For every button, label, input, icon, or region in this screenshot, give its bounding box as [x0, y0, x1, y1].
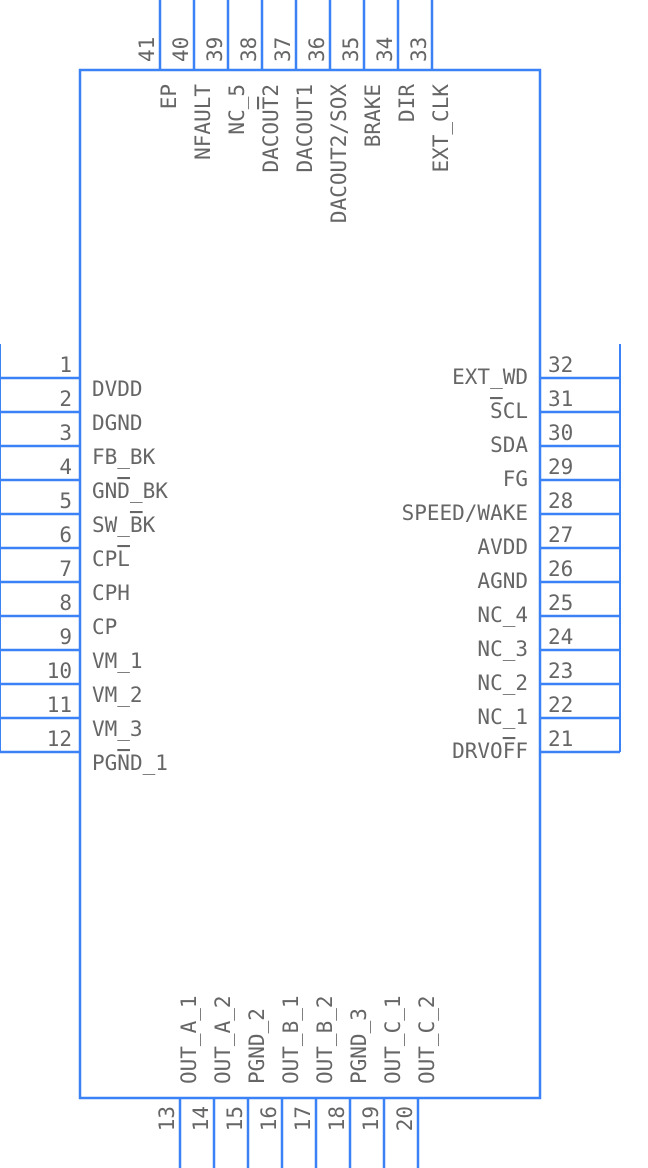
pin-number: 19 — [359, 1106, 383, 1131]
pin-number: 11 — [47, 693, 72, 717]
pin-label: SW_BK — [92, 513, 156, 537]
pin-number: 9 — [59, 625, 72, 649]
pin-number: 35 — [339, 37, 363, 62]
pin-label: EP — [157, 84, 181, 109]
pin-number: 16 — [257, 1106, 281, 1131]
pin-label: EXT_WD — [452, 365, 528, 389]
pin-label: VM_1 — [92, 649, 143, 673]
pin-number: 25 — [548, 591, 573, 615]
pin-number: 27 — [548, 523, 573, 547]
pin-number: 8 — [59, 591, 72, 615]
pin-label: NC_5 — [225, 84, 249, 135]
pin-label: NFAULT — [191, 84, 215, 160]
pin-number: 24 — [548, 625, 573, 649]
pin-label: DACOUT2 — [259, 84, 283, 173]
pin-label: GND_BK — [92, 479, 168, 503]
pin-number: 23 — [548, 659, 573, 683]
pin-label: PGND_2 — [245, 1008, 269, 1084]
pin-number: 30 — [548, 421, 573, 445]
pin-label: PGND_1 — [92, 751, 168, 775]
pin-label: NC_1 — [477, 705, 528, 729]
pin-number: 41 — [135, 37, 159, 62]
pin-label: DIR — [395, 84, 419, 122]
pin-number: 17 — [291, 1106, 315, 1131]
pin-label: OUT_B_2 — [313, 995, 337, 1084]
pin-label: OUT_C_1 — [381, 995, 405, 1084]
pin-number: 18 — [325, 1106, 349, 1131]
pin-label: AVDD — [477, 535, 528, 559]
pin-label: SCL — [490, 399, 528, 423]
pin-number: 22 — [548, 693, 573, 717]
pin-number: 4 — [59, 455, 72, 479]
pin-number: 29 — [548, 455, 573, 479]
pin-number: 33 — [407, 37, 431, 62]
pin-label: NC_4 — [477, 603, 528, 627]
pin-label: BRAKE — [361, 84, 385, 147]
pin-number: 20 — [393, 1106, 417, 1131]
pin-number: 37 — [271, 37, 295, 62]
pin-number: 34 — [373, 37, 397, 62]
pin-label: DVDD — [92, 377, 143, 401]
pin-label: NC_2 — [477, 671, 528, 695]
pin-number: 26 — [548, 557, 573, 581]
pin-label: EXT_CLK — [429, 84, 453, 173]
pin-number: 6 — [59, 523, 72, 547]
pin-number: 5 — [59, 489, 72, 513]
pin-number: 32 — [548, 353, 573, 377]
pin-label: NC_3 — [477, 637, 528, 661]
pin-label: FG — [503, 467, 528, 491]
chip-symbol: 1 DVDD 2 DGND 3 FB_BK 4 GND_BK 5 SW_BK 6 CPL 7 CPH 8 CP… — [0, 0, 648, 1168]
pin-label: DRVOFF — [452, 739, 528, 763]
pin-number: 21 — [548, 727, 573, 751]
pin-number: 39 — [203, 37, 227, 62]
pin-label: OUT_B_1 — [279, 995, 303, 1084]
pin-label: SPEED/WAKE — [402, 501, 528, 525]
pin-number: 12 — [47, 727, 72, 751]
pin-label: OUT_A_1 — [177, 995, 201, 1084]
pin-number: 40 — [169, 37, 193, 62]
pin-label: DACOUT1 — [293, 84, 317, 173]
pin-number: 2 — [59, 387, 72, 411]
pin-label: AGND — [477, 569, 528, 593]
pin-number: 3 — [59, 421, 72, 445]
pin-number: 38 — [237, 37, 261, 62]
pin-number: 28 — [548, 489, 573, 513]
pin-label: DGND — [92, 411, 143, 435]
pin-number: 13 — [155, 1106, 179, 1131]
pin-label: CPL — [92, 547, 130, 571]
pin-number: 7 — [59, 557, 72, 581]
pin-label: VM_2 — [92, 683, 143, 707]
pin-number: 36 — [305, 37, 329, 62]
pin-label: CP — [92, 615, 117, 639]
pin-label: SDA — [490, 433, 528, 457]
pin-number: 14 — [189, 1106, 213, 1131]
pin-label: CPH — [92, 581, 130, 605]
pin-label: OUT_A_2 — [211, 995, 235, 1084]
pin-label: FB_BK — [92, 445, 156, 469]
pin-label: PGND_3 — [347, 1008, 371, 1084]
pin-label: OUT_C_2 — [415, 995, 439, 1084]
pin-number: 1 — [59, 353, 72, 377]
pin-label: VM_3 — [92, 717, 143, 741]
pin-number: 31 — [548, 387, 573, 411]
pin-number: 15 — [223, 1106, 247, 1131]
chip-body — [80, 70, 540, 1098]
pin-label: DACOUT2/SOX — [327, 84, 351, 223]
pin-number: 10 — [47, 659, 72, 683]
